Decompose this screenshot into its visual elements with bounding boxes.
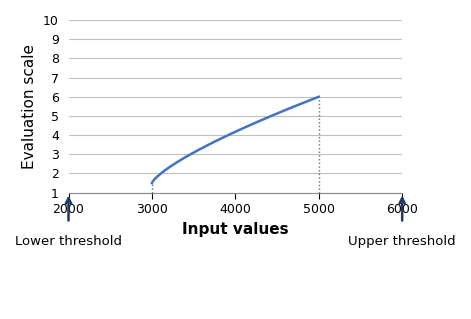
X-axis label: Input values: Input values: [182, 222, 289, 237]
Text: Upper threshold: Upper threshold: [349, 235, 456, 248]
Text: Lower threshold: Lower threshold: [15, 235, 122, 248]
Y-axis label: Evaluation scale: Evaluation scale: [22, 44, 37, 169]
